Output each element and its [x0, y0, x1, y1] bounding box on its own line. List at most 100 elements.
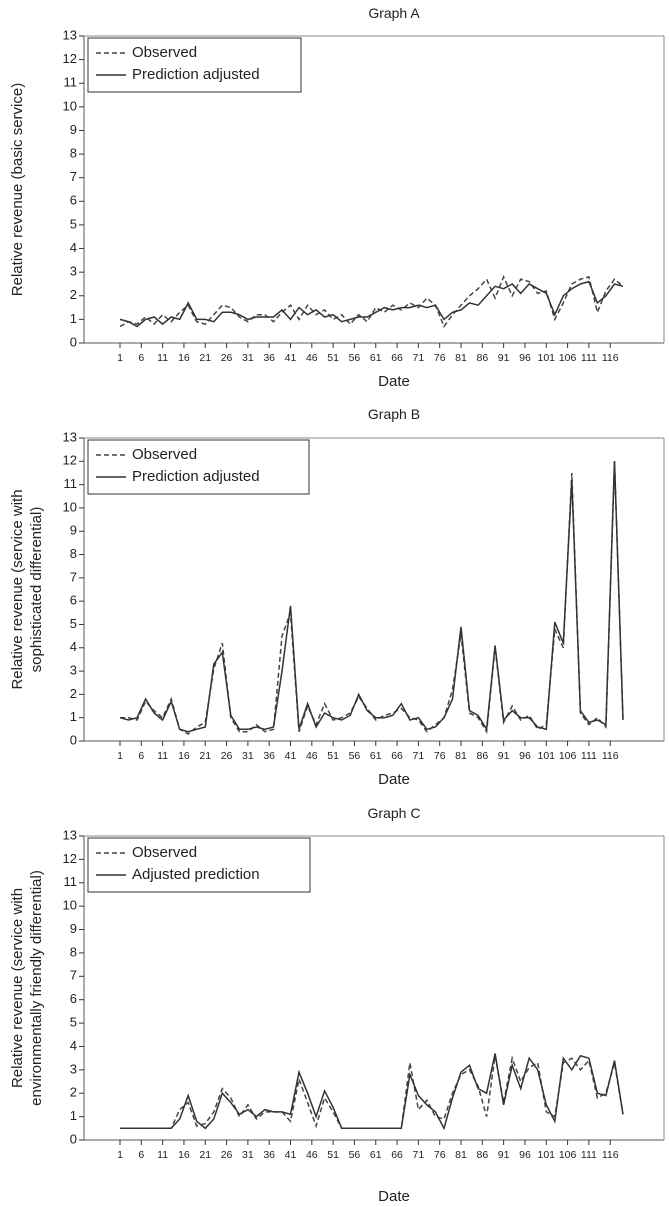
y-tick-label: 11 — [64, 476, 78, 491]
x-tick-label: 26 — [221, 1149, 233, 1161]
y-tick-label: 11 — [64, 874, 78, 889]
x-tick-label: 6 — [138, 352, 144, 364]
x-tick-label: 1 — [117, 1149, 123, 1161]
legend-label: Observed — [132, 844, 197, 861]
x-tick-label: 86 — [476, 1149, 488, 1161]
y-tick-label: 6 — [70, 193, 77, 208]
x-tick-label: 101 — [538, 352, 556, 364]
x-tick-label: 6 — [138, 1149, 144, 1161]
y-tick-label: 7 — [70, 169, 77, 184]
x-tick-label: 91 — [498, 750, 510, 762]
y-tick-label: 3 — [70, 264, 77, 279]
x-tick-label: 116 — [602, 1149, 619, 1161]
series-line-prediction-adjusted — [119, 461, 624, 733]
x-tick-label: 81 — [455, 1149, 467, 1161]
y-tick-label: 8 — [70, 944, 77, 959]
y-tick-label: 8 — [70, 546, 77, 561]
x-tick-label: 11 — [157, 750, 168, 762]
x-tick-label: 81 — [455, 750, 467, 762]
x-tick-label: 31 — [242, 352, 254, 364]
x-tick-label: 76 — [434, 750, 446, 762]
y-tick-label: 10 — [63, 98, 77, 113]
y-tick-label: 3 — [70, 1061, 77, 1076]
y-tick-label: 9 — [70, 122, 77, 137]
y-tick-label: 12 — [63, 51, 77, 66]
x-tick-label: 16 — [178, 750, 190, 762]
y-tick-label: 5 — [70, 216, 77, 231]
x-tick-label: 76 — [434, 352, 446, 364]
x-tick-label: 76 — [434, 1149, 446, 1161]
y-axis-label-line: Relative revenue (service with — [9, 888, 26, 1088]
x-tick-label: 21 — [199, 750, 211, 762]
x-tick-label: 61 — [370, 352, 382, 364]
x-tick-label: 46 — [306, 352, 318, 364]
x-tick-label: 41 — [285, 352, 297, 364]
legend — [87, 837, 311, 893]
x-tick-label: 111 — [581, 352, 597, 364]
x-tick-label: 106 — [559, 1149, 577, 1161]
legend-label: Observed — [132, 44, 197, 61]
legend-label: Prediction adjusted — [132, 468, 260, 485]
x-tick-label: 46 — [306, 1149, 318, 1161]
y-tick-label: 7 — [70, 968, 77, 983]
x-tick-label: 11 — [157, 1149, 168, 1161]
series-line-adjusted-prediction — [120, 1053, 624, 1131]
x-tick-label: 66 — [391, 750, 403, 762]
y-tick-label: 1 — [70, 709, 77, 724]
x-tick-label: 56 — [349, 352, 361, 364]
y-tick-label: 8 — [70, 146, 77, 161]
legend-label: Adjusted prediction — [132, 866, 260, 883]
y-axis-label-line: Relative revenue (basic service) — [9, 83, 26, 296]
legend-label: Observed — [132, 446, 197, 463]
x-tick-label: 31 — [242, 750, 254, 762]
y-tick-label: 2 — [70, 287, 77, 302]
legend — [87, 37, 302, 93]
x-tick-label: 101 — [538, 1149, 556, 1161]
y-tick-label: 13 — [63, 429, 77, 444]
x-tick-label: 16 — [178, 352, 190, 364]
x-tick-label: 111 — [581, 1149, 597, 1161]
x-tick-label: 46 — [306, 750, 318, 762]
x-tick-label: 1 — [117, 352, 123, 364]
x-tick-label: 86 — [476, 352, 488, 364]
y-axis-label-line: sophisticated differential) — [28, 507, 45, 673]
x-axis-label: Date — [378, 771, 410, 788]
y-tick-label: 7 — [70, 569, 77, 584]
series-line-prediction-adjusted — [119, 280, 624, 328]
x-tick-label: 106 — [559, 352, 577, 364]
series-line-observed — [119, 274, 624, 329]
y-tick-label: 10 — [63, 898, 77, 913]
y-axis-label-line: environmentally friendly differential) — [28, 870, 45, 1106]
x-tick-label: 36 — [263, 1149, 275, 1161]
x-tick-label: 86 — [476, 750, 488, 762]
x-tick-label: 71 — [413, 1149, 425, 1161]
x-tick-label: 16 — [178, 1149, 190, 1161]
x-tick-label: 56 — [349, 1149, 361, 1161]
x-tick-label: 106 — [559, 750, 577, 762]
y-axis-label: Relative revenue (service with environmen… — [9, 870, 45, 1106]
y-tick-label: 12 — [63, 851, 77, 866]
x-tick-label: 26 — [221, 352, 233, 364]
y-tick-label: 1 — [70, 311, 77, 326]
chart-title: Graph C — [368, 805, 421, 821]
y-tick-label: 6 — [70, 593, 77, 608]
chart-title: Graph A — [368, 5, 420, 21]
x-axis-label: Date — [378, 373, 410, 390]
series-line-observed — [120, 461, 624, 735]
y-tick-label: 5 — [70, 616, 77, 631]
x-tick-label: 96 — [519, 1149, 531, 1161]
y-tick-label: 10 — [63, 499, 77, 514]
series-line-observed — [120, 1055, 624, 1130]
x-tick-label: 41 — [285, 1149, 297, 1161]
x-tick-label: 11 — [157, 352, 168, 364]
y-tick-label: 6 — [70, 991, 77, 1006]
x-tick-label: 26 — [221, 750, 233, 762]
x-tick-label: 91 — [498, 1149, 510, 1161]
x-tick-label: 91 — [498, 352, 510, 364]
x-tick-label: 21 — [199, 352, 211, 364]
x-tick-label: 61 — [370, 750, 382, 762]
y-axis-label: Relative revenue (service with sophistica… — [9, 489, 45, 689]
x-tick-label: 51 — [327, 750, 339, 762]
x-tick-label: 41 — [285, 750, 297, 762]
